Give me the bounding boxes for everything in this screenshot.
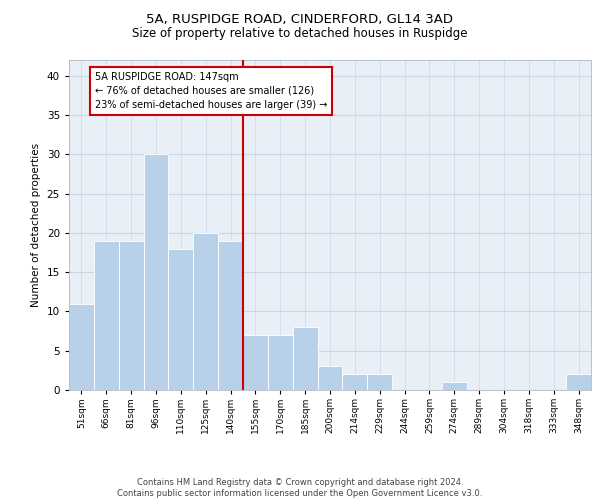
Bar (218, 240, 243, 390)
Bar (367, 374, 392, 390)
Bar (293, 327, 317, 390)
Bar (94, 240, 119, 390)
Text: 5A, RUSPIDGE ROAD, CINDERFORD, GL14 3AD: 5A, RUSPIDGE ROAD, CINDERFORD, GL14 3AD (146, 12, 454, 26)
Text: Size of property relative to detached houses in Ruspidge: Size of property relative to detached ho… (132, 28, 468, 40)
Text: 5A RUSPIDGE ROAD: 147sqm
← 76% of detached houses are smaller (126)
23% of semi-: 5A RUSPIDGE ROAD: 147sqm ← 76% of detach… (95, 72, 328, 110)
Bar (169, 248, 193, 390)
Bar (268, 335, 293, 390)
Bar (566, 374, 591, 390)
Bar (119, 240, 143, 390)
Bar (442, 382, 467, 390)
Bar (317, 366, 343, 390)
Bar (143, 154, 169, 390)
Bar (69, 304, 94, 390)
Y-axis label: Number of detached properties: Number of detached properties (31, 143, 41, 307)
Text: Contains HM Land Registry data © Crown copyright and database right 2024.
Contai: Contains HM Land Registry data © Crown c… (118, 478, 482, 498)
Bar (243, 335, 268, 390)
Bar (343, 374, 367, 390)
Bar (193, 233, 218, 390)
